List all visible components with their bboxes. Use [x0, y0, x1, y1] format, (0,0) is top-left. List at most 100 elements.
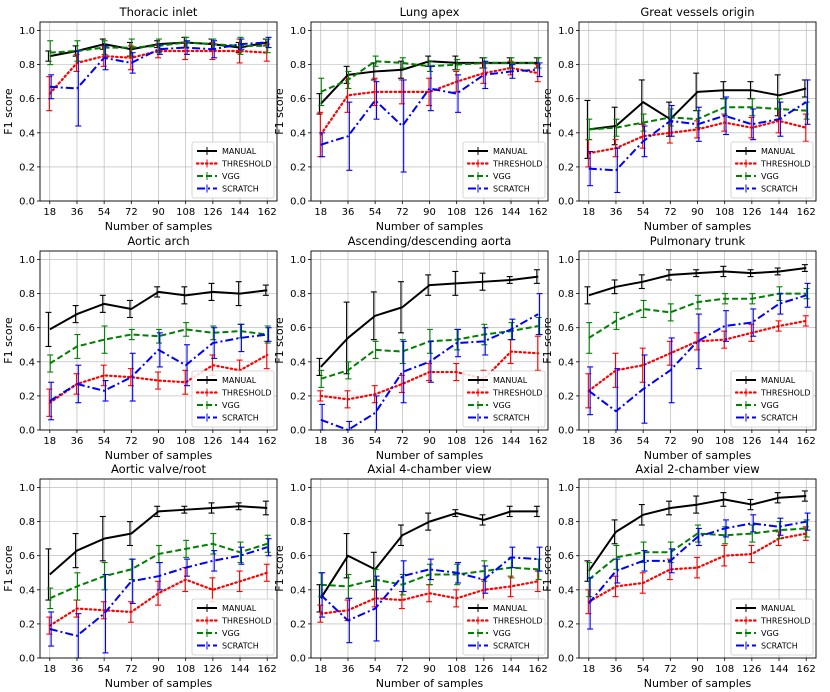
- y-tick-label: 0.0: [19, 654, 35, 665]
- legend: MANUAL THRESHOLD VGG SCRATCH: [730, 370, 814, 428]
- y-tick-label: 0.8: [19, 517, 35, 528]
- legend-box: [730, 141, 814, 199]
- x-tick-label: 18: [314, 207, 327, 218]
- x-tick-label: 36: [342, 207, 355, 218]
- subplot-title: Lung apex: [400, 5, 460, 19]
- legend-box: [462, 141, 546, 199]
- y-tick-label: 0.2: [19, 162, 35, 173]
- y-tick-label: 0.6: [558, 323, 574, 334]
- x-tick-label: 54: [98, 207, 111, 218]
- series-line: [49, 41, 268, 90]
- legend-label: THRESHOLD: [760, 160, 811, 169]
- series-line: [49, 328, 268, 365]
- series-line: [49, 505, 268, 576]
- series-manual: [45, 281, 269, 348]
- y-tick-label: 0.2: [558, 391, 574, 402]
- legend: MANUAL THRESHOLD VGG SCRATCH: [191, 370, 275, 428]
- legend-label: MANUAL: [761, 147, 796, 156]
- x-axis-label: Number of samples: [376, 220, 484, 233]
- legend-box: [191, 141, 275, 199]
- y-axis-label: F1 score: [541, 317, 554, 364]
- series-line: [588, 520, 807, 605]
- legend-label: THRESHOLD: [492, 160, 543, 169]
- subplot-title: Great vessels origin: [640, 5, 754, 19]
- x-tick-label: 36: [610, 207, 623, 218]
- y-tick-label: 0.2: [290, 619, 306, 630]
- y-tick-label: 0.4: [558, 357, 574, 368]
- y-tick-label: 1.0: [558, 26, 574, 37]
- x-tick-label: 36: [610, 664, 623, 675]
- legend-label: THRESHOLD: [221, 389, 272, 398]
- series-line: [588, 106, 807, 131]
- subplot-2: 0.0 0.2 0.4 0.6 0.8 1.0 18 36 54 72 90 108 126 144 162…: [273, 5, 549, 233]
- x-tick-label: 162: [797, 436, 816, 447]
- series-scratch: [319, 546, 543, 644]
- subplot-9: 0.0 0.2 0.4 0.6 0.8 1.0 18 36 54 72 90 108 126 144 162…: [541, 462, 817, 690]
- subplot-1: 0.0 0.2 0.4 0.6 0.8 1.0 18 36 54 72 90 108 126 144 162…: [2, 5, 278, 233]
- y-tick-label: 0.2: [290, 162, 306, 173]
- x-tick-label: 90: [152, 207, 165, 218]
- series-line: [319, 580, 540, 615]
- x-tick-label: 162: [529, 436, 548, 447]
- y-tick-label: 0.4: [558, 128, 574, 139]
- series-line: [48, 49, 269, 95]
- legend-label: SCRATCH: [761, 642, 798, 651]
- x-tick-label: 90: [423, 664, 436, 675]
- y-axis-label: F1 score: [541, 88, 554, 135]
- y-tick-label: 0.8: [19, 60, 35, 71]
- x-tick-label: 18: [314, 664, 327, 675]
- x-axis-label: Number of samples: [376, 677, 484, 690]
- x-axis-label: Number of samples: [376, 449, 484, 462]
- series-line: [588, 101, 807, 172]
- series-manual: [316, 505, 540, 613]
- x-tick-label: 90: [691, 436, 704, 447]
- x-tick-label: 126: [474, 207, 493, 218]
- x-tick-label: 54: [637, 436, 650, 447]
- x-axis-label: Number of samples: [105, 677, 213, 690]
- legend-label: MANUAL: [222, 376, 257, 385]
- subplot-4: 0.0 0.2 0.4 0.6 0.8 1.0 18 36 54 72 90 108 126 144 162…: [2, 234, 278, 462]
- x-axis-label: Number of samples: [105, 220, 213, 233]
- legend-label: VGG: [761, 172, 779, 181]
- x-tick-label: 144: [230, 664, 249, 675]
- series-threshold: [585, 315, 809, 409]
- series-scratch: [587, 79, 811, 194]
- legend-label: THRESHOLD: [221, 617, 272, 626]
- subplot-title: Axial 2-chamber view: [635, 462, 759, 476]
- series-scratch: [48, 323, 272, 421]
- x-tick-label: 108: [176, 207, 195, 218]
- series-vgg: [586, 98, 810, 141]
- subplot-title: Ascending/descending aorta: [348, 234, 512, 248]
- x-tick-label: 144: [769, 207, 788, 218]
- series-vgg: [47, 322, 271, 373]
- x-tick-label: 162: [529, 664, 548, 675]
- x-tick-label: 162: [258, 664, 277, 675]
- series-scratch: [587, 282, 811, 431]
- series-manual: [45, 500, 269, 601]
- plot-frame: [578, 21, 817, 202]
- legend: MANUAL THRESHOLD VGG SCRATCH: [191, 141, 275, 199]
- x-tick-label: 108: [715, 207, 734, 218]
- y-axis-label: F1 score: [2, 88, 15, 135]
- legend-label: THRESHOLD: [760, 389, 811, 398]
- legend-label: SCRATCH: [222, 185, 259, 194]
- x-tick-label: 54: [98, 664, 111, 675]
- x-tick-label: 90: [423, 436, 436, 447]
- y-tick-label: 0.0: [558, 426, 574, 437]
- legend-label: VGG: [222, 629, 240, 638]
- x-tick-label: 72: [396, 207, 409, 218]
- x-tick-label: 54: [637, 207, 650, 218]
- x-tick-label: 18: [43, 664, 56, 675]
- legend-label: SCRATCH: [493, 642, 530, 651]
- x-axis-label: Number of samples: [644, 677, 752, 690]
- y-axis-label: F1 score: [273, 88, 286, 135]
- legend-label: THRESHOLD: [492, 617, 543, 626]
- y-tick-label: 0.2: [558, 619, 574, 630]
- y-tick-label: 0.0: [290, 654, 306, 665]
- x-tick-label: 18: [43, 436, 56, 447]
- y-tick-label: 0.6: [19, 94, 35, 105]
- legend-label: SCRATCH: [222, 642, 259, 651]
- subplot-title: Aortic arch: [127, 234, 189, 248]
- y-axis-label: F1 score: [273, 545, 286, 592]
- y-tick-label: 0.8: [290, 517, 306, 528]
